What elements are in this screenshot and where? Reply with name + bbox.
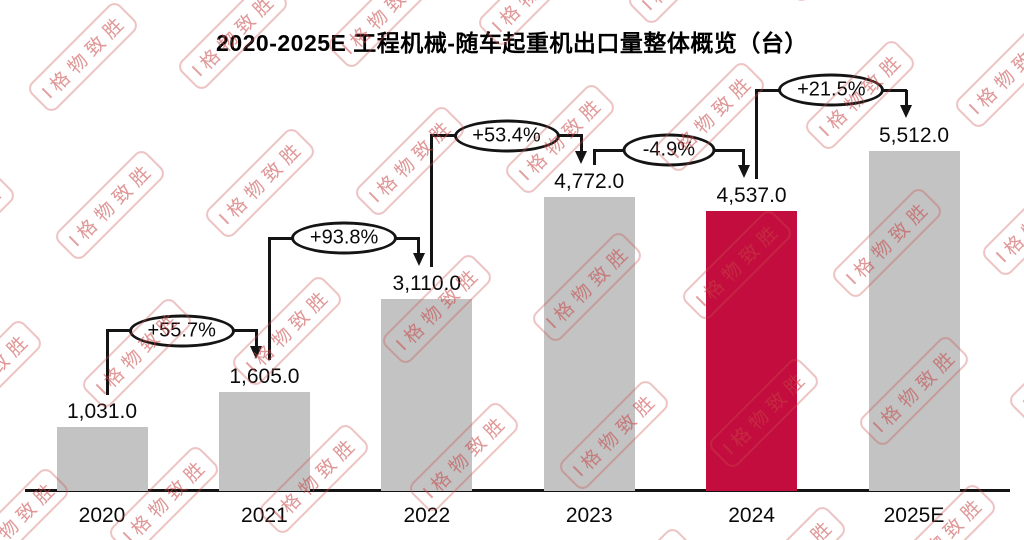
- growth-drop-2025E: [904, 90, 908, 105]
- growth-label-2020-2021: +55.7%: [128, 314, 235, 348]
- value-label-2024: 4,537.0: [716, 184, 787, 208]
- bar-2023: [543, 196, 635, 491]
- bar-2022: [381, 299, 473, 491]
- growth-label-2023-2024: -4.9%: [622, 133, 716, 167]
- chart-title: 2020-2025E 工程机械-随车起重机出口量整体概览（台）: [216, 30, 808, 56]
- down-arrow-icon-2025E: [900, 105, 912, 118]
- bar-2024: [706, 211, 798, 491]
- x-axis-label-2020: 2020: [78, 504, 126, 527]
- growth-label-2024-2025E: +21.5%: [778, 73, 885, 107]
- x-axis-label-2025E: 2025E: [883, 504, 945, 527]
- growth-drop-2023: [579, 135, 583, 151]
- growth-drop-2022: [417, 238, 421, 254]
- value-label-2020: 1,031.0: [66, 400, 138, 424]
- growth-riser-2021: [267, 238, 271, 360]
- growth-riser-2020: [105, 330, 109, 396]
- bar-2020: [56, 427, 148, 491]
- bar-2021: [218, 391, 310, 491]
- x-axis-label-2024: 2024: [728, 504, 775, 527]
- down-arrow-icon-2022: [412, 253, 425, 267]
- growth-riser-2022: [430, 135, 434, 268]
- growth-drop-2021: [254, 330, 258, 346]
- bar-2025E: [868, 151, 960, 491]
- down-arrow-icon-2024: [737, 165, 750, 179]
- value-label-2021: 1,605.0: [229, 364, 300, 388]
- x-axis-label-2023: 2023: [565, 504, 613, 527]
- growth-riser-2023: [592, 150, 596, 165]
- growth-drop-2024: [742, 150, 746, 166]
- growth-label-2022-2023: +53.4%: [453, 119, 560, 153]
- down-arrow-icon-2021: [250, 345, 263, 359]
- x-axis-label-2022: 2022: [403, 504, 451, 527]
- value-label-2025E: 5,512.0: [878, 124, 950, 147]
- growth-riser-2024: [755, 90, 759, 180]
- x-axis-line: [25, 489, 1010, 492]
- growth-label-2021-2022: +93.8%: [291, 221, 398, 255]
- x-axis-label-2021: 2021: [241, 504, 288, 527]
- down-arrow-icon-2023: [575, 150, 588, 164]
- value-label-2022: 3,110.0: [392, 272, 462, 296]
- value-label-2023: 4,772.0: [554, 169, 625, 193]
